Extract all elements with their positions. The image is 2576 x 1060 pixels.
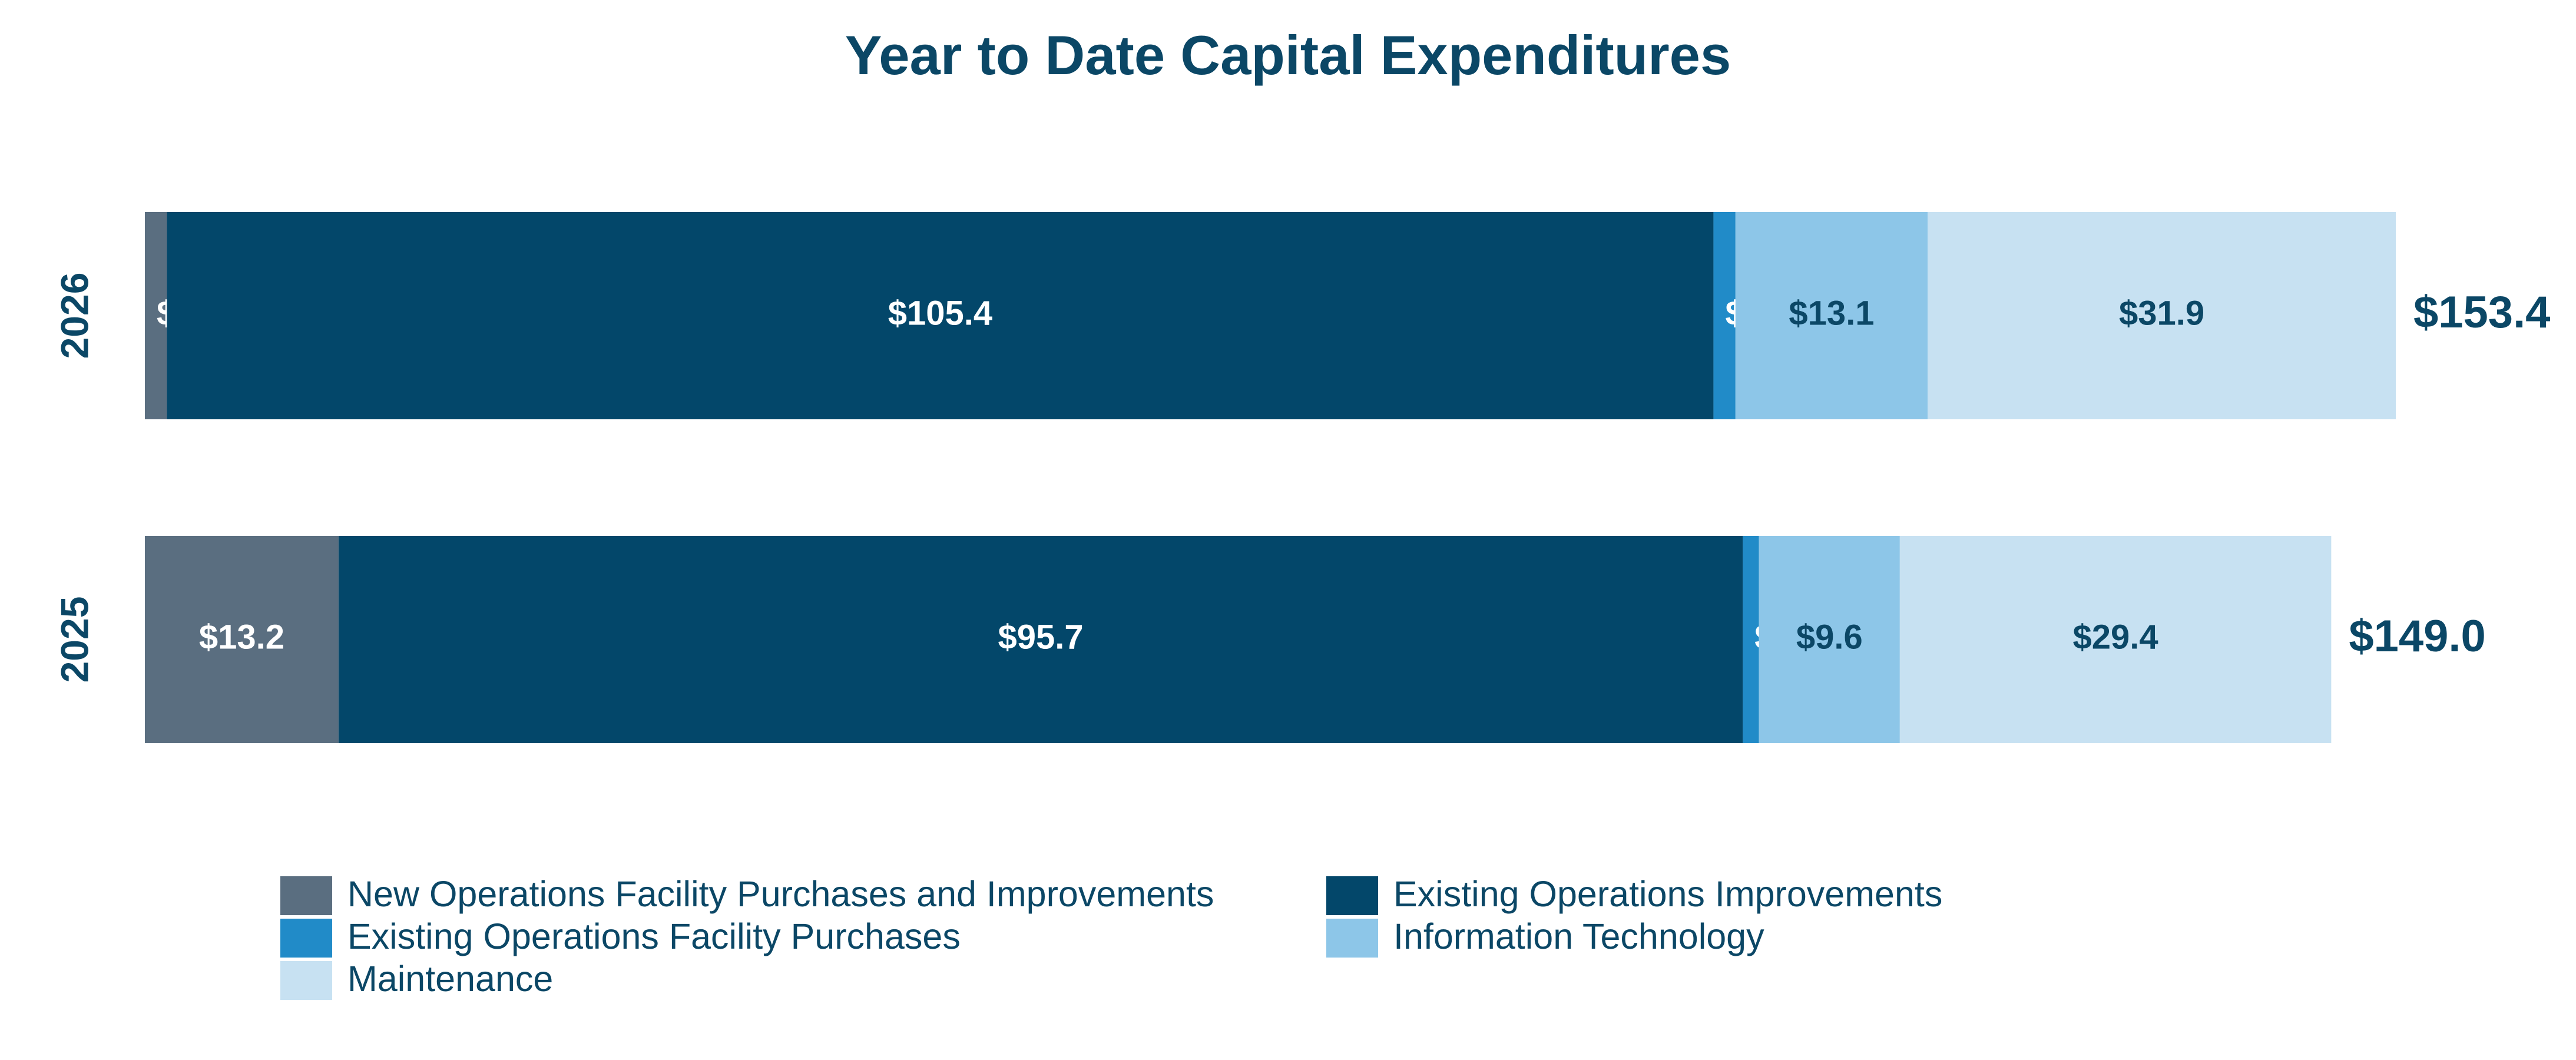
bar-segment-2026-0 [145, 212, 167, 419]
legend-entry-2: Existing Operations Facility Purchases [347, 916, 961, 956]
bar-segment-2025-2 [1743, 536, 1759, 743]
chart-title: Year to Date Capital Expenditures [845, 24, 1731, 86]
bar-segment-2025-3 [1759, 536, 1900, 743]
bar-segment-2026-2 [1713, 212, 1736, 419]
legend-entry-1: Existing Operations Improvements [1393, 874, 1942, 914]
bar-segment-2025-0 [145, 536, 339, 743]
legend-swatch-3 [1326, 919, 1378, 958]
legend-entry-4: Maintenance [347, 959, 553, 999]
legend-swatch-0 [280, 876, 332, 915]
data-label-2025-1: $95.7 [998, 618, 1083, 656]
legend-entry-3: Information Technology [1393, 916, 1764, 956]
bar-segment-2026-4 [1928, 212, 2396, 419]
total-label-2026: $153.4 [2413, 287, 2550, 337]
category-label-2025: 2025 [52, 597, 96, 683]
total-label-2025: $149.0 [2349, 611, 2485, 661]
data-label-2026-3: $13.1 [1789, 294, 1874, 332]
data-label-2026-1: $105.4 [888, 294, 992, 332]
legend-swatch-1 [1326, 876, 1378, 915]
legend-entry-0: New Operations Facility Purchases and Im… [347, 874, 1214, 914]
data-label-2025-4: $29.4 [2073, 618, 2158, 656]
bar-segment-2026-3 [1735, 212, 1928, 419]
legend-swatch-2 [280, 919, 332, 958]
legend-swatch-4 [280, 961, 332, 1000]
category-label-2026: 2026 [52, 273, 96, 359]
data-label-2025-3: $9.6 [1796, 618, 1863, 656]
bar-segment-2026-1 [167, 212, 1714, 419]
bar-segment-2025-1 [338, 536, 1743, 743]
bar-segment-2025-4 [1899, 536, 2332, 743]
data-label-2025-0: $13.2 [199, 618, 284, 656]
data-label-2026-4: $31.9 [2119, 294, 2204, 332]
